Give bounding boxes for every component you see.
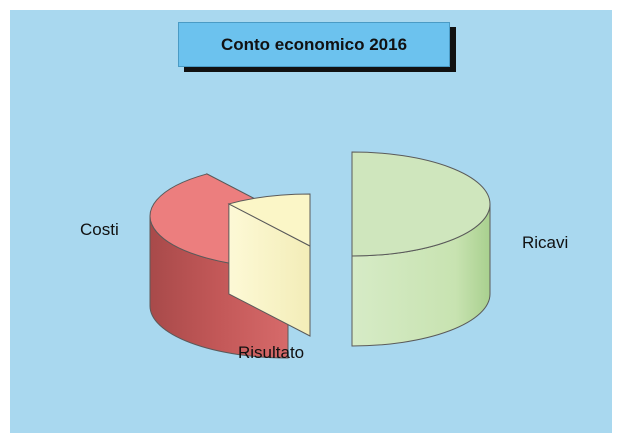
slice-top-ricavi [351,151,491,257]
label-risultato: Risultato [238,343,304,362]
chart-background [10,10,612,433]
chart-title: Conto economico 2016 [178,22,450,67]
slice-top-risultato [227,193,311,247]
label-ricavi: Ricavi [522,233,568,252]
label-costi: Costi [80,220,119,239]
